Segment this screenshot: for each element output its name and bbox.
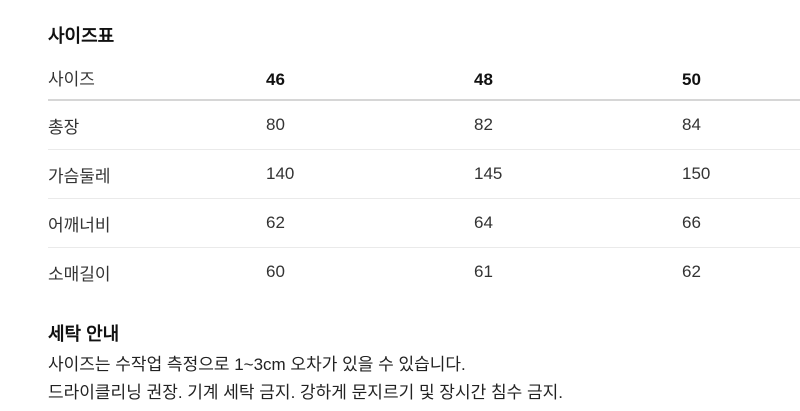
row-sleeve-length: 소매길이 60 61 62 [48,248,800,297]
row-label: 어깨너비 [48,198,266,248]
measurement-value: 84 [682,100,800,150]
measurement-value: 140 [266,149,474,199]
row-chest-circumference: 가슴둘레 140 145 150 [48,149,800,199]
measurement-value: 145 [474,149,682,199]
measurement-value: 60 [266,262,285,281]
measurement-value: 62 [266,198,474,248]
care-guide-text: 사이즈는 수작업 측정으로 1~3cm 오차가 있을 수 있습니다. 드라이클리… [48,351,800,407]
measurement-value: 82 [474,100,682,150]
care-line-measurement-tolerance: 사이즈는 수작업 측정으로 1~3cm 오차가 있을 수 있습니다. [48,355,466,374]
row-label: 총장 [48,100,266,150]
measurement-value: 61 [474,262,493,281]
measurement-value: 64 [474,198,682,248]
header-size-46: 46 [266,46,474,101]
row-shoulder-width: 어깨너비 62 64 66 [48,198,800,248]
header-size-50: 50 [682,46,800,101]
row-label: 가슴둘레 [48,149,266,199]
header-size-label: 사이즈 [48,46,266,101]
size-table-header-row: 사이즈 46 48 50 [48,46,800,101]
care-line-washing-instructions: 드라이클리닝 권장. 기계 세탁 금지. 강하게 문지르기 및 장시간 침수 금… [48,383,563,402]
measurement-value: 150 [682,149,800,199]
measurement-value: 66 [682,198,800,248]
care-guide-title: 세탁 안내 [48,324,120,344]
header-size-48: 48 [474,46,682,101]
measurement-value: 80 [266,100,474,150]
measurement-value: 62 [682,262,701,281]
size-section: 사이즈표 사이즈 46 48 50 총장 80 82 84 [48,27,800,407]
size-table-title: 사이즈표 [48,26,115,46]
row-label: 소매길이 [48,264,111,284]
row-total-length: 총장 80 82 84 [48,100,800,150]
size-table: 사이즈 46 48 50 총장 80 82 84 가슴둘레 140 145 15 [48,46,800,296]
